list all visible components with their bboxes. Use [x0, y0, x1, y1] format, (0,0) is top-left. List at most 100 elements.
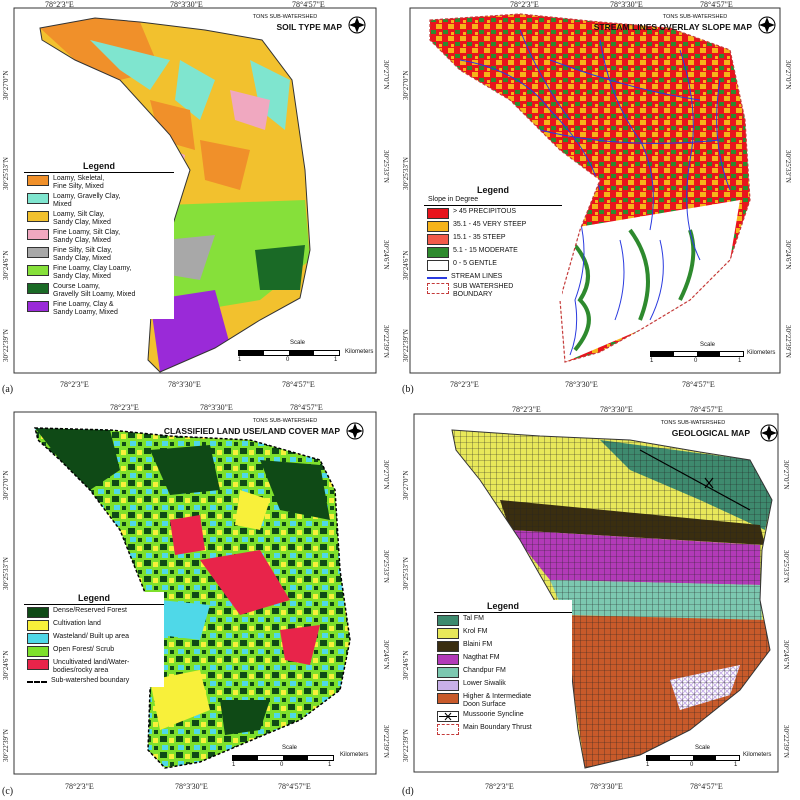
slope-legend: Legend Slope in Degree > 45 PRECIPITOUS … [424, 184, 562, 301]
legend-swatch [27, 301, 49, 312]
top-lon-label: 78°2'3"E [512, 405, 541, 414]
legend-swatch [437, 615, 459, 626]
legend-item: Fine Loamy, Clay & Sandy Loamy, Mixed [27, 301, 171, 317]
left-lat-label: 30°27'0"N [2, 70, 10, 100]
landuse-legend: Legend Dense/Reserved Forest Cultivation… [24, 592, 164, 687]
scale-tick: 1 [738, 358, 742, 364]
right-lat-label: 30°24'6"N [784, 240, 792, 270]
legend-swatch [437, 628, 459, 639]
soil-legend: Legend Loamy, Skeletal, Fine Silty, Mixe… [24, 160, 174, 319]
left-lat-label: 30°27'0"N [2, 470, 10, 500]
right-lat-label: 30°22'39"N [782, 725, 790, 758]
legend-item: Lower Siwalik [437, 680, 569, 691]
scale-tick: 0 [690, 762, 694, 768]
legend-item: > 45 PRECIPITOUS [427, 208, 559, 219]
legend-swatch [27, 175, 49, 186]
left-lat-label: 30°22'39"N [2, 329, 10, 362]
north-arrow-icon [760, 424, 778, 442]
left-lat-label: 30°24'6"N [2, 250, 10, 280]
legend-item: Uncultivated land/Water- bodies/rocky ar… [27, 659, 161, 675]
legend-swatch [27, 193, 49, 204]
scale-tick: 1 [328, 762, 332, 768]
scale-tick: 0 [694, 358, 698, 364]
legend-swatch [427, 234, 449, 245]
right-lat-label: 30°22'39"N [382, 325, 390, 358]
top-lon-label: 78°3'30"E [600, 405, 633, 414]
right-lat-label: 30°27'0"N [382, 60, 390, 90]
legend-swatch [437, 693, 459, 704]
right-lat-label: 30°25'33"N [784, 150, 792, 183]
panel-slope-map: TONS SUB-WATERSHED STREAM LINES OVERLAY … [400, 0, 800, 400]
left-lat-label: 30°24'6"N [402, 650, 410, 680]
scale-tick: 1 [334, 357, 338, 363]
panel-tag: (b) [402, 384, 414, 395]
bottom-lon-label: 78°4'57"E [282, 380, 315, 389]
legend-swatch [27, 265, 49, 276]
legend-item: Chandpur FM [437, 667, 569, 678]
map-title: STREAM LINES OVERLAY SLOPE MAP [593, 22, 752, 32]
scale-tick: 0 [286, 357, 290, 363]
scale-bar [238, 350, 340, 356]
legend-item: Open Forest/ Scrub [27, 646, 161, 657]
legend-item: 5.1 - 15 MODERATE [427, 247, 559, 258]
scale-bar [646, 755, 740, 761]
legend-swatch [27, 633, 49, 644]
legend-item: Loamy, Gravelly Clay, Mixed [27, 193, 171, 209]
left-lat-label: 30°25'33"N [2, 557, 10, 590]
right-lat-label: 30°22'39"N [784, 325, 792, 358]
top-lon-label: 78°2'3"E [510, 0, 539, 9]
right-lat-label: 30°22'39"N [382, 725, 390, 758]
legend-item: Blaini FM [437, 641, 569, 652]
legend-swatch [27, 211, 49, 222]
legend-dashed-swatch [437, 724, 459, 735]
bottom-lon-label: 78°2'3"E [450, 380, 479, 389]
scale-unit: Kilometers [743, 752, 772, 758]
scale-label: Scale [282, 745, 298, 751]
left-lat-label: 30°25'33"N [2, 157, 10, 190]
panel-geological-map: TONS SUB-WATERSHED GEOLOGICAL MAP 78°2'3… [400, 400, 800, 800]
top-lon-label: 78°3'30"E [170, 0, 203, 9]
geology-legend: Legend Tal FM Krol FM Blaini FM Nagthat … [434, 600, 572, 737]
map-title: GEOLOGICAL MAP [671, 428, 750, 438]
scale-label: Scale [290, 340, 306, 346]
panel-soil-type-map: TONS SUB-WATERSHED SOIL TYPE MAP 78°2'3"… [0, 0, 400, 400]
right-lat-label: 30°24'6"N [782, 640, 790, 670]
legend-swatch [27, 659, 49, 670]
left-lat-label: 30°24'6"N [2, 650, 10, 680]
top-lon-label: 78°3'30"E [200, 403, 233, 412]
top-lon-label: 78°4'57"E [292, 0, 325, 9]
legend-swatch [27, 229, 49, 240]
map-subtitle: TONS SUB-WATERSHED [252, 14, 318, 20]
right-lat-label: 30°25'33"N [382, 550, 390, 583]
legend-item: SUB WATERSHED BOUNDARY [427, 283, 559, 299]
legend-swatch [427, 208, 449, 219]
legend-swatch [427, 247, 449, 258]
scale-bar [650, 351, 744, 357]
north-arrow-icon [758, 16, 776, 34]
legend-swatch [27, 247, 49, 258]
bottom-lon-label: 78°4'57"E [278, 782, 311, 791]
legend-item: Nagthat FM [437, 654, 569, 665]
left-lat-label: 30°27'0"N [402, 70, 410, 100]
scale-label: Scale [695, 745, 711, 751]
bottom-lon-label: 78°2'3"E [65, 782, 94, 791]
scale-tick: 1 [734, 762, 738, 768]
legend-item: Fine Silty, Silt Clay, Sandy Clay, Mixed [27, 247, 171, 263]
bottom-lon-label: 78°3'30"E [175, 782, 208, 791]
map-subtitle: TONS SUB-WATERSHED [662, 14, 728, 20]
scale-label: Scale [700, 342, 716, 348]
legend-item: Higher & Intermediate Doon Surface [437, 693, 569, 709]
legend-item: Fine Loamy, Clay Loamy, Sandy Clay, Mixe… [27, 265, 171, 281]
top-lon-label: 78°2'3"E [110, 403, 139, 412]
right-lat-label: 30°24'6"N [382, 240, 390, 270]
syncline-swatch-icon [437, 711, 459, 722]
left-lat-label: 30°24'6"N [402, 250, 410, 280]
left-lat-label: 30°25'33"N [402, 557, 410, 590]
scale-unit: Kilometers [747, 350, 776, 356]
top-lon-label: 78°4'57"E [700, 0, 733, 9]
scale-tick: 1 [650, 358, 654, 364]
panel-tag: (a) [2, 384, 14, 395]
legend-swatch [27, 620, 49, 631]
bottom-lon-label: 78°2'3"E [485, 782, 514, 791]
scale-unit: Kilometers [340, 752, 369, 758]
